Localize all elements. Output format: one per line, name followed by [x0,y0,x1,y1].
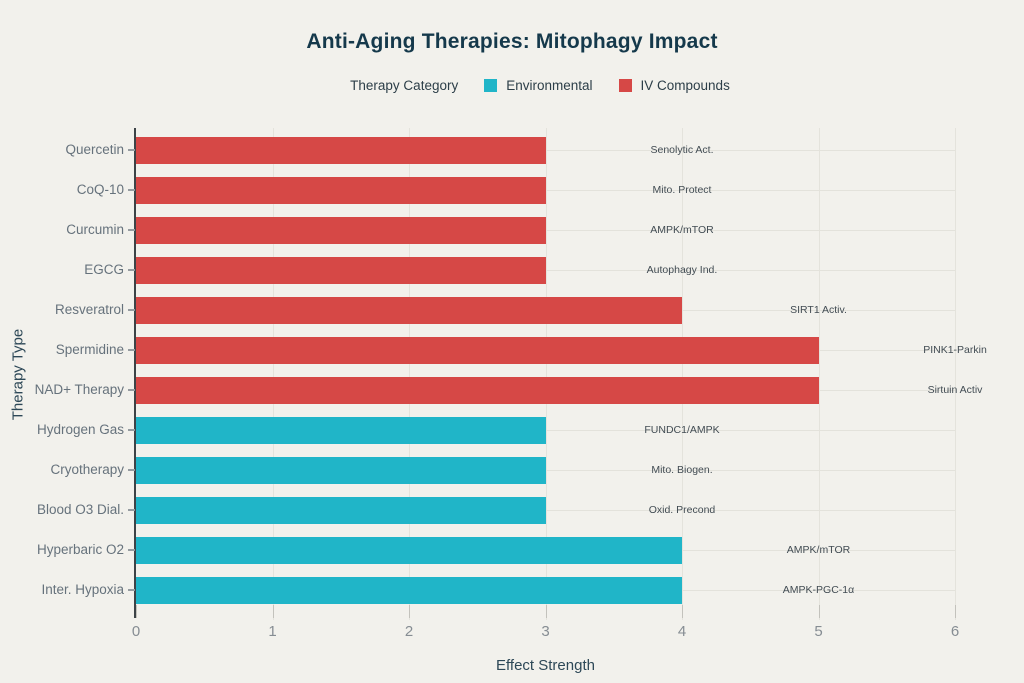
gridline-x-1 [272,128,274,620]
x-axis-title: Effect Strength [496,657,595,674]
y-tick-mark-egcg [128,269,135,271]
y-tick-mark-blood-o3-dial [128,509,135,511]
annotation-egcg: Autophagy Ind. [646,264,718,276]
bar-quercetin[interactable] [136,136,546,164]
y-tick-mark-curcumin [128,229,135,231]
y-label-coq-10: CoQ-10 [76,182,124,197]
gridline-row-hydrogen-gas [136,430,955,431]
gridline-x-5 [818,128,820,620]
legend-title: Therapy Category [350,78,459,93]
bar-spermidine[interactable] [136,336,819,364]
annotation-inter-hypoxia: AMPK-PGC-1α [782,584,855,596]
x-tick-mark-4 [682,605,683,618]
x-tick-label-6: 6 [950,623,960,640]
x-tick-mark-2 [409,605,410,618]
annotation-spermidine: PINK1-Parkin [923,344,987,356]
bar-inter-hypoxia[interactable] [136,576,682,604]
annotation-coq-10: Mito. Protect [652,184,712,196]
gridline-row-cryotherapy [136,470,955,471]
annotation-hyperbaric-o2: AMPK/mTOR [786,544,851,556]
y-label-cryotherapy: Cryotherapy [50,462,124,477]
y-label-curcumin: Curcumin [66,222,124,237]
y-tick-mark-nad-therapy [128,389,135,391]
plot-area: Senolytic Act. Mito. Protect AMPK/mTOR Auto… [134,128,987,620]
x-tick-label-4: 4 [677,623,687,640]
bar-blood-o3-dial[interactable] [136,496,546,524]
bar-hydrogen-gas[interactable] [136,416,546,444]
gridline-row-coq-10 [136,190,955,191]
x-tick-label-3: 3 [541,623,550,640]
annotation-resveratrol: SIRT1 Activ. [790,304,847,316]
y-label-egcg: EGCG [84,262,124,277]
y-label-quercetin: Quercetin [65,142,124,157]
y-tick-mark-spermidine [128,349,135,351]
x-tick-mark-3 [545,605,547,618]
annotation-curcumin: AMPK/mTOR [650,224,714,236]
gridline-row-curcumin [136,230,955,231]
y-label-hyperbaric-o2: Hyperbaric O2 [36,542,124,557]
legend-swatch-environmental [484,79,498,92]
bar-curcumin[interactable] [136,216,546,244]
bar-hyperbaric-o2[interactable] [136,536,682,564]
legend: Therapy Category Environmental IV Compou… [28,78,1024,93]
chart-title: Anti-Aging Therapies: Mitophagy Impact [306,30,718,53]
y-label-blood-o3-dial: Blood O3 Dial. [36,502,124,517]
x-tick-mark-5 [818,605,820,618]
legend-item-environmental[interactable]: Environmental [484,78,593,93]
y-tick-mark-hydrogen-gas [128,429,135,431]
y-tick-mark-hyperbaric-o2 [128,549,135,551]
y-label-spermidine: Spermidine [55,342,124,357]
y-tick-mark-resveratrol [128,309,135,311]
x-tick-label-1: 1 [268,623,277,640]
y-tick-mark-coq-10 [128,189,135,191]
x-tick-label-5: 5 [814,623,823,640]
y-label-nad-therapy: NAD+ Therapy [34,382,124,397]
y-axis-line [134,128,136,618]
x-tick-label-2: 2 [404,623,414,640]
gridline-row-quercetin [136,150,955,151]
y-label-resveratrol: Resveratrol [54,302,124,317]
y-label-inter-hypoxia: Inter. Hypoxia [41,582,124,597]
annotation-cryotherapy: Mito. Biogen. [651,464,713,476]
annotation-hydrogen-gas: FUNDC1/AMPK [644,424,720,436]
x-tick-label-0: 0 [131,623,141,640]
y-tick-mark-quercetin [128,149,135,151]
bar-egcg[interactable] [136,256,546,284]
legend-label-iv-compounds: IV Compounds [640,78,730,93]
bar-coq-10[interactable] [136,176,546,204]
gridline-x-4 [682,128,683,620]
bar-resveratrol[interactable] [136,296,682,324]
annotation-quercetin: Senolytic Act. [650,144,714,156]
gridline-x-3 [545,128,547,620]
bar-cryotherapy[interactable] [136,456,546,484]
y-tick-mark-cryotherapy [128,469,135,471]
gridline-x-6 [955,128,956,620]
gridline-row-egcg [136,270,955,271]
x-tick-mark-6 [955,605,956,618]
y-label-hydrogen-gas: Hydrogen Gas [36,422,124,437]
legend-swatch-iv-compounds [618,79,632,92]
x-tick-mark-1 [272,605,274,618]
bar-nad-therapy[interactable] [136,376,819,404]
x-tick-mark-0 [136,605,137,618]
annotation-blood-o3-dial: Oxid. Precond [648,504,716,516]
annotation-nad-therapy: Sirtuin Activ [927,384,983,396]
legend-item-iv-compounds[interactable]: IV Compounds [618,78,730,93]
gridline-row-blood-o3-dial [136,510,955,511]
y-tick-mark-inter-hypoxia [128,589,135,591]
legend-label-environmental: Environmental [506,78,593,93]
gridline-x-2 [409,128,410,620]
